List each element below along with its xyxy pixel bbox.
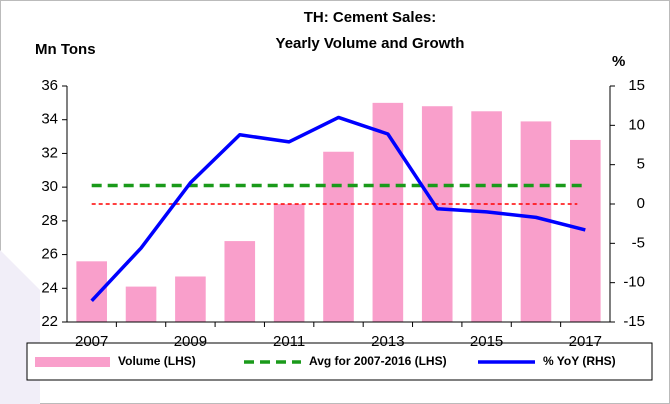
x-tick-label: 2011	[273, 333, 305, 350]
legend-label: Volume (LHS)	[118, 354, 196, 368]
legend-label: % YoY (RHS)	[543, 354, 616, 368]
chart-title: TH: Cement Sales:	[304, 9, 437, 26]
x-tick-label: 2007	[75, 333, 108, 350]
y-tick-label: 36	[41, 77, 58, 94]
bar	[273, 204, 305, 322]
legend-box	[26, 342, 653, 381]
y2-tick-label: 10	[628, 116, 645, 133]
legend-label: Avg for 2007-2016 (LHS)	[309, 354, 447, 368]
y2-axis-label: %	[612, 53, 625, 70]
y-tick-label: 30	[41, 178, 58, 195]
y2-tick-label: -10	[623, 274, 645, 291]
y-axis-label: Mn Tons	[35, 41, 96, 58]
y-tick-label: 24	[41, 279, 58, 296]
y-tick-label: 22	[41, 313, 58, 330]
y-tick-label: 28	[41, 212, 58, 229]
y2-tick-label: -5	[632, 234, 645, 251]
x-tick-label: 2015	[470, 333, 503, 350]
x-tick-label: 2013	[371, 333, 404, 350]
bar	[175, 276, 206, 322]
bar	[224, 241, 256, 322]
bar	[570, 139, 601, 322]
y2-tick-label: 5	[637, 156, 645, 173]
line	[90, 115, 586, 302]
bar	[125, 286, 157, 322]
y2-tick-label: 0	[637, 195, 645, 212]
y-tick-label: 26	[41, 246, 58, 263]
y-tick-label: 34	[41, 111, 58, 128]
chart-title: Yearly Volume and Growth	[276, 35, 465, 52]
x-tick-label: 2017	[569, 333, 602, 350]
legend-swatch	[35, 357, 110, 367]
x-tick-label: 2009	[174, 333, 207, 350]
bar	[372, 102, 404, 322]
bar	[421, 106, 453, 322]
y-tick-label: 32	[41, 144, 58, 161]
y2-tick-label: 15	[628, 77, 645, 94]
bar	[471, 111, 502, 323]
bar	[323, 151, 354, 322]
y2-tick-label: -15	[623, 313, 645, 330]
